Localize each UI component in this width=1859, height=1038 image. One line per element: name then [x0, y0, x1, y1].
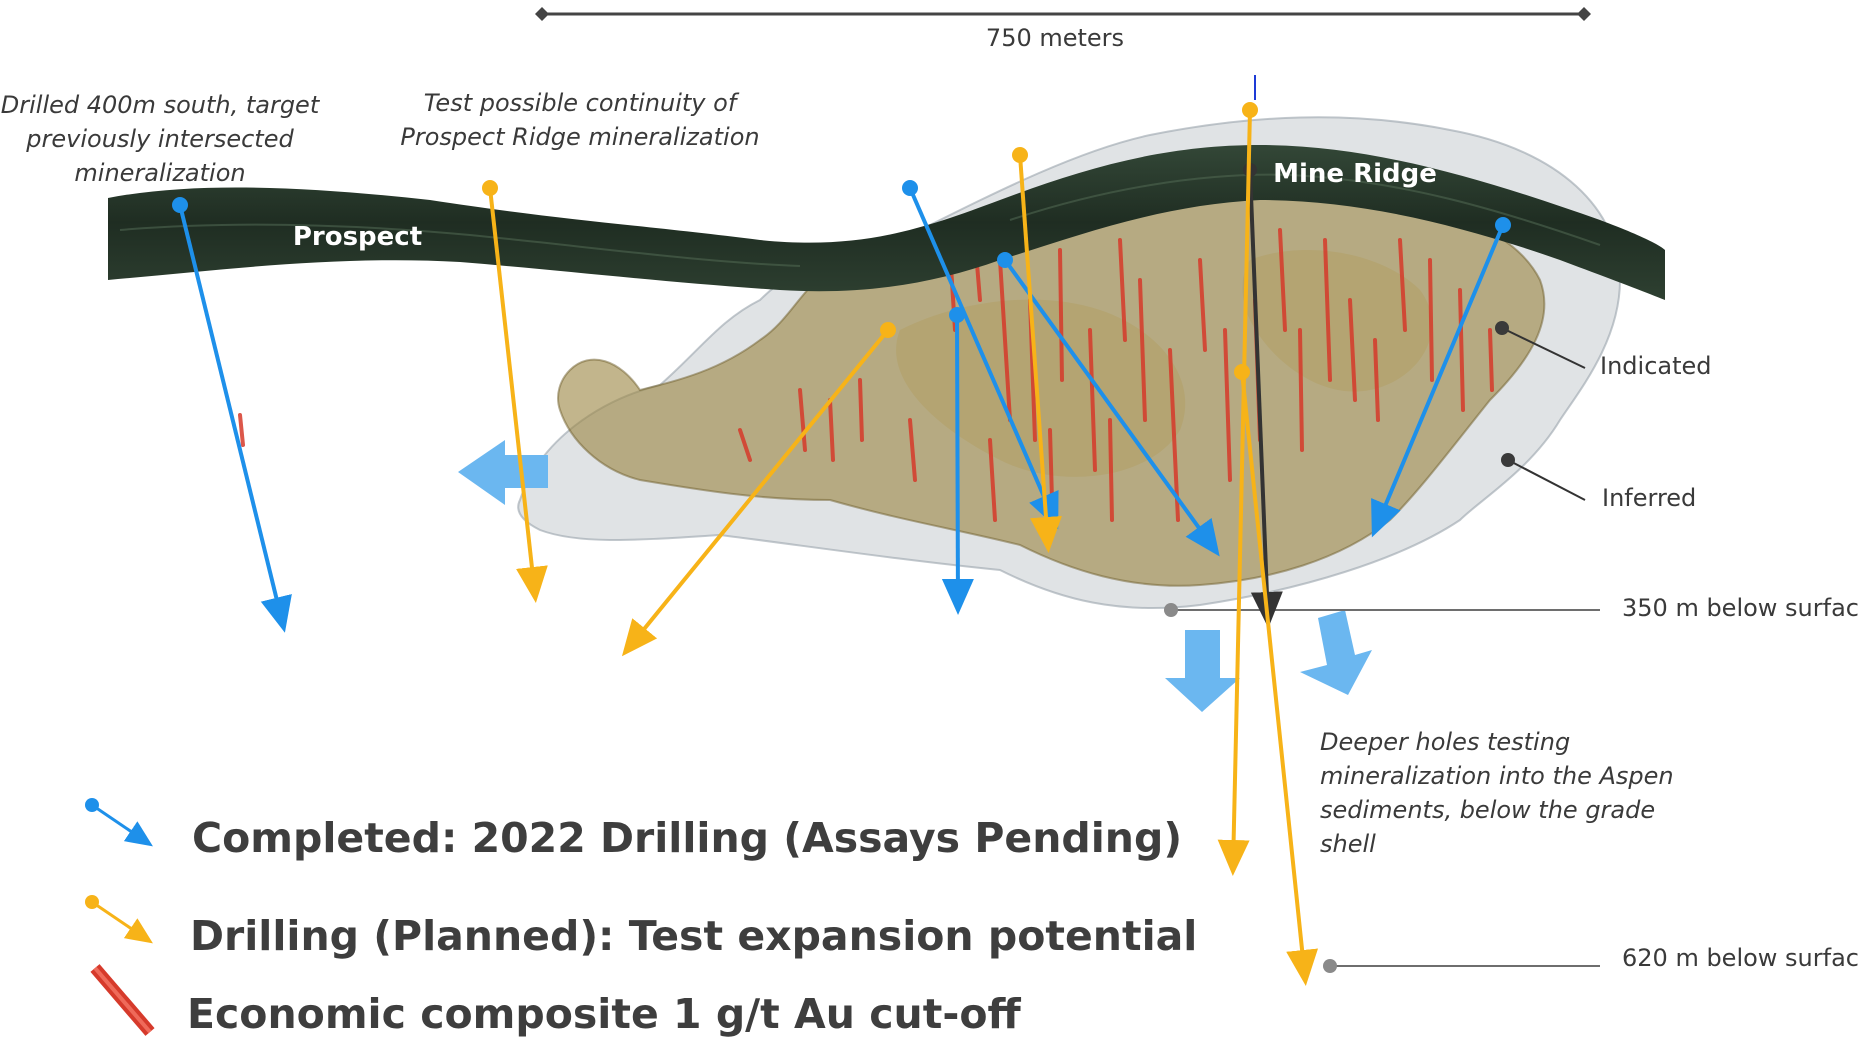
completed-hole-2: [908, 187, 1059, 530]
completed-hole-3: [1003, 258, 1220, 557]
ridge-texture-line: [119, 223, 801, 267]
planned-collars: [482, 102, 1258, 380]
legend-planned-symbol: [85, 895, 153, 944]
legend-economic-symbol: [90, 964, 155, 1036]
grade-shell-highlight: [896, 299, 1186, 477]
mine-ridge-label: Mine Ridge: [1273, 159, 1437, 189]
planned-hole-2: [621, 328, 890, 657]
legend-planned-label: Drilling (Planned): Test expansion poten…: [190, 912, 1198, 960]
completed-hole-5: [1371, 224, 1505, 538]
completed-drill-holes: [178, 187, 1505, 633]
indicated-label: Indicated: [1600, 352, 1712, 380]
grade-shell-highlight: [1242, 250, 1432, 392]
legend-economic-label: Economic composite 1 g/t Au cut-off: [187, 990, 1021, 1038]
planned-hole-5: [1240, 371, 1319, 986]
legend-completed-symbol: [85, 798, 153, 847]
completed-hole-4: [941, 314, 974, 615]
inferred-leader: [1501, 453, 1586, 501]
south-drill-note: Drilled 400m south, target previously in…: [0, 91, 320, 187]
legend-completed-label: Completed: 2022 Drilling (Assays Pending…: [192, 814, 1183, 862]
completed-hole-1: [178, 204, 292, 633]
expansion-down-arrow: [1165, 630, 1240, 712]
inferred-label: Inferred: [1602, 484, 1697, 512]
depth-350-label: 350 m below surface: [1622, 594, 1859, 622]
planned-hole-1: [488, 187, 548, 603]
ridge-texture-line: [1009, 173, 1601, 246]
scale-bar-label: 750 meters: [985, 24, 1125, 52]
scale-bar: [535, 7, 1591, 21]
depth-marker-620: [1323, 959, 1600, 973]
prospect-ridge-label: Prospect Ridge: [292, 222, 423, 290]
continuity-note: Test possible continuity of Prospect Rid…: [400, 89, 760, 151]
depth-marker-350: [1164, 603, 1600, 617]
expansion-down-arrow: [1300, 610, 1372, 695]
expansion-west-arrow: [458, 440, 548, 505]
depth-620-label: 620 m below surface: [1622, 944, 1859, 972]
planned-hole-3: [1018, 154, 1062, 553]
planned-hole-4: [1217, 109, 1252, 876]
indicated-leader: [1495, 321, 1586, 369]
completed-collars: [172, 180, 1511, 323]
expansion-direction-arrows: [458, 440, 1372, 712]
planned-drill-holes: [488, 109, 1319, 986]
deep-holes-note: Deeper holes testing mineralization into…: [1320, 728, 1674, 858]
